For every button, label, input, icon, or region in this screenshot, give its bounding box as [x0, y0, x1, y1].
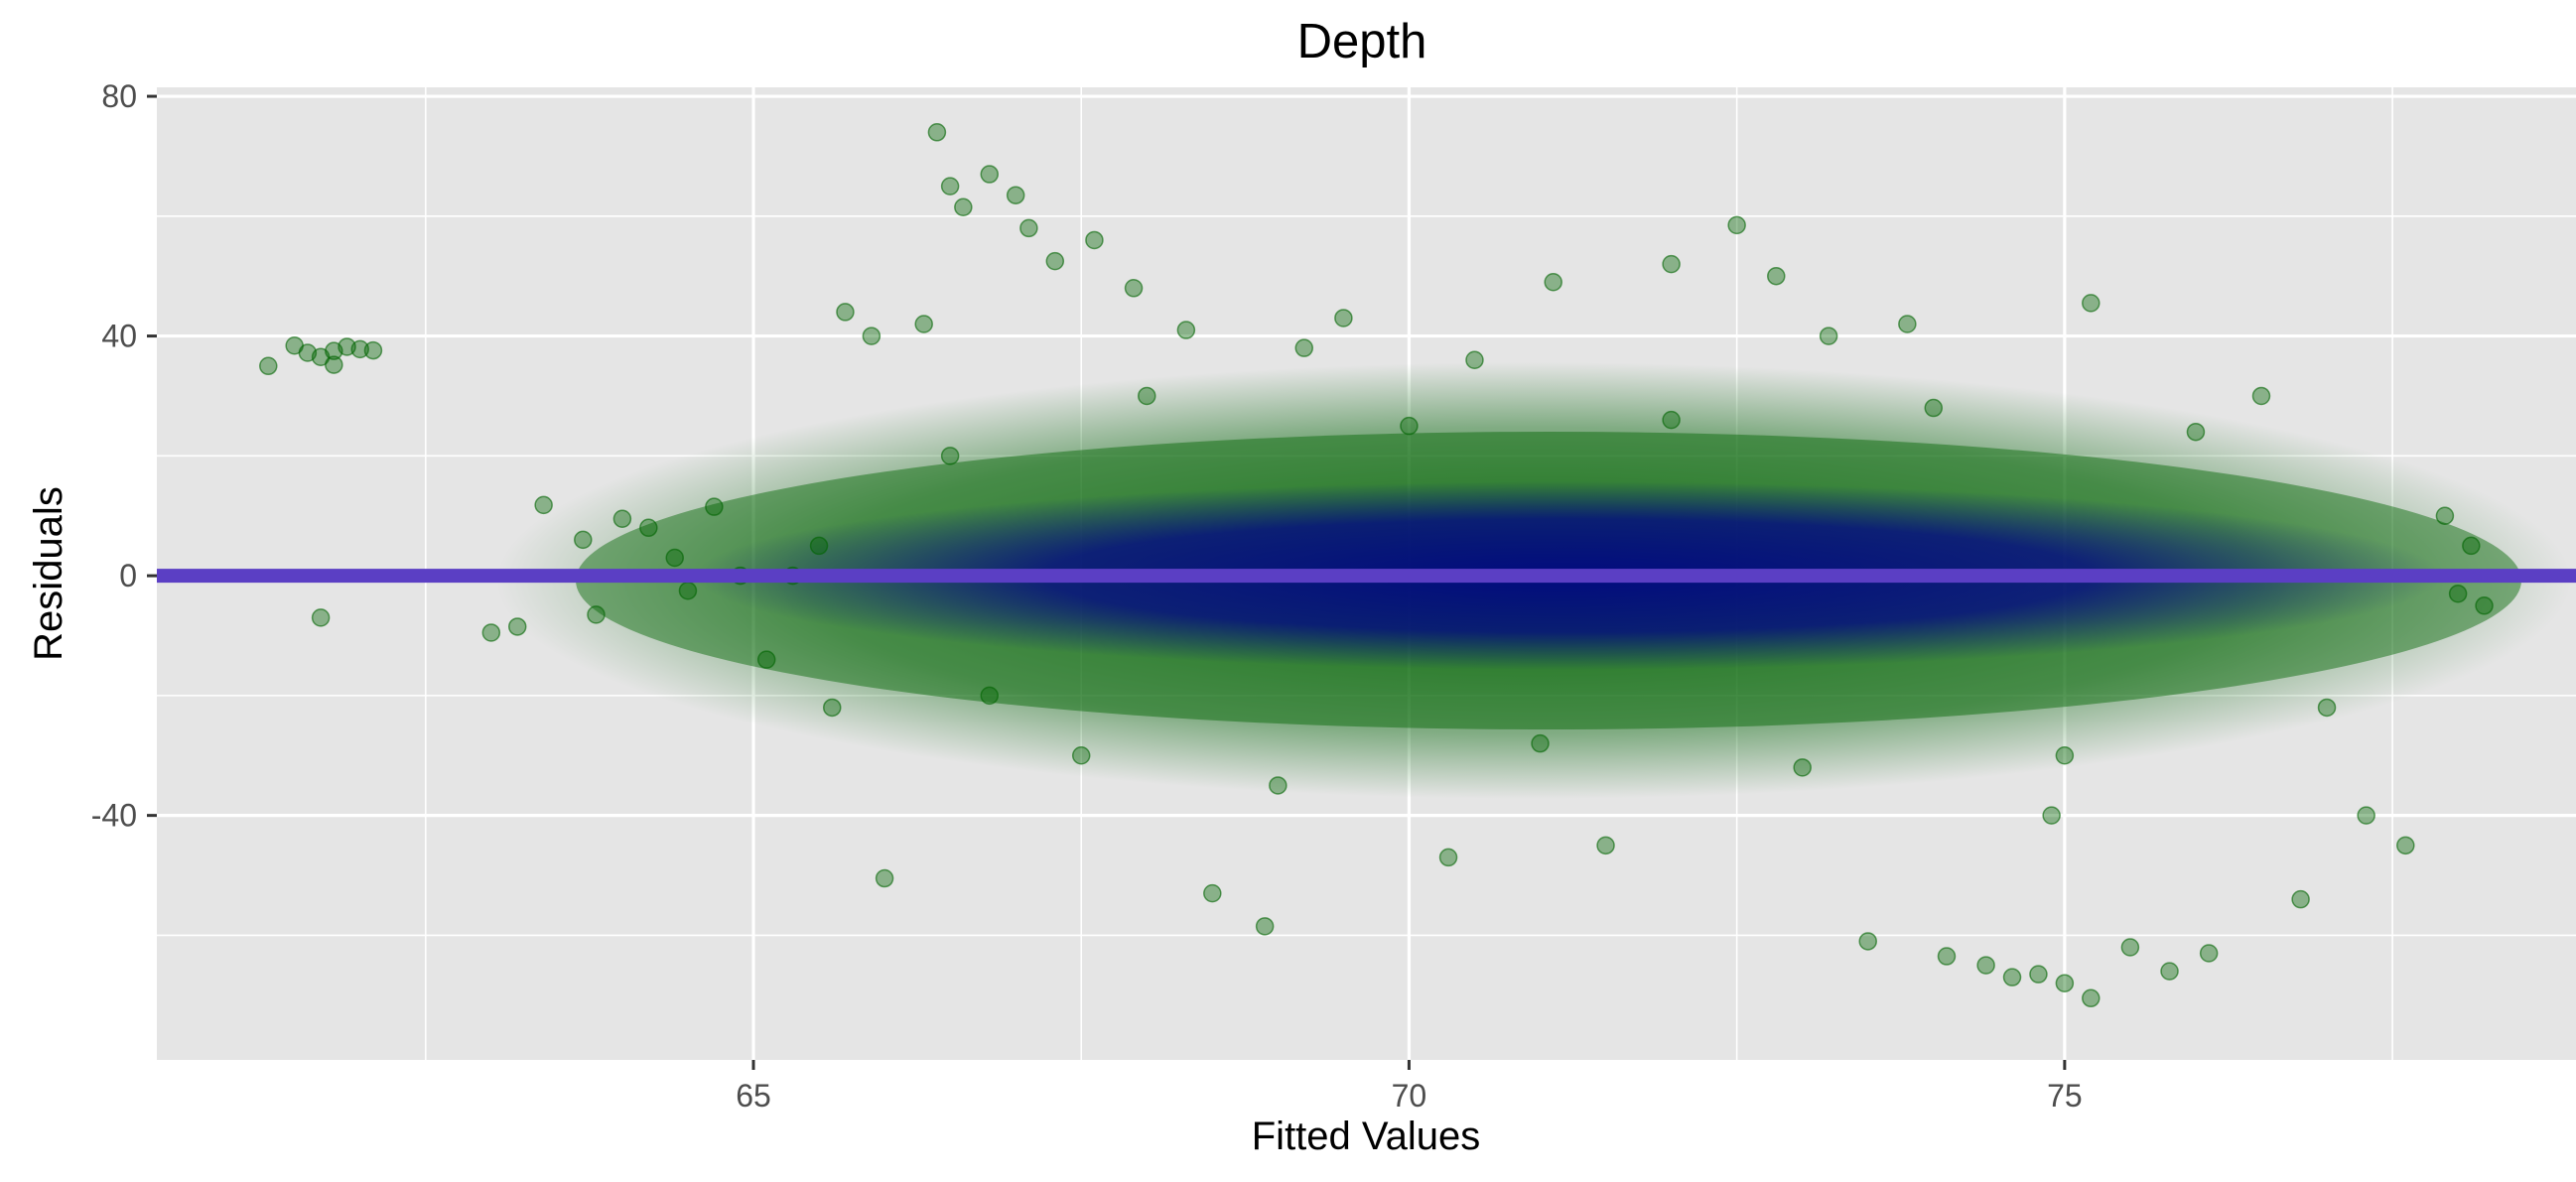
- data-point: [756, 650, 776, 669]
- data-point: [1294, 338, 1314, 357]
- data-point: [2396, 836, 2415, 855]
- data-point: [1124, 279, 1144, 298]
- data-point: [875, 868, 894, 888]
- data-point: [2448, 584, 2468, 603]
- scatter-points: [259, 123, 2494, 1008]
- data-point: [940, 177, 960, 196]
- data-point: [809, 536, 829, 556]
- data-point: [534, 495, 553, 515]
- data-point: [2042, 806, 2061, 825]
- data-point: [1006, 186, 1025, 204]
- x-axis: 65 70 75: [736, 1060, 2083, 1114]
- data-point: [2435, 506, 2455, 525]
- data-point: [1793, 758, 1812, 777]
- data-point: [2055, 746, 2075, 765]
- data-point: [980, 165, 1000, 184]
- data-point: [1662, 254, 1681, 274]
- zero-reference-line: [157, 569, 2576, 584]
- x-axis-title: Fitted Values: [1252, 1115, 1481, 1158]
- data-point: [612, 509, 632, 529]
- data-point: [927, 123, 947, 142]
- data-point: [1465, 350, 1484, 369]
- data-point: [350, 339, 369, 359]
- data-point: [1544, 272, 1562, 292]
- data-point: [259, 356, 278, 376]
- data-point: [2186, 422, 2206, 442]
- data-point: [2462, 536, 2481, 556]
- data-point: [1662, 410, 1681, 430]
- data-point: [587, 605, 606, 624]
- data-point: [574, 530, 593, 550]
- data-point: [980, 686, 1000, 706]
- data-point: [2251, 386, 2271, 406]
- data-point: [836, 303, 855, 322]
- data-point: [1334, 309, 1353, 328]
- data-point: [311, 608, 331, 627]
- data-point: [1438, 848, 1458, 867]
- y-tick-label: 0: [119, 558, 137, 593]
- data-point: [940, 447, 960, 465]
- data-point: [1045, 251, 1065, 271]
- data-point: [1937, 947, 1957, 966]
- y-tick-label: 40: [101, 319, 137, 354]
- data-point: [954, 197, 973, 217]
- data-point: [1858, 932, 1877, 951]
- data-point: [914, 315, 933, 333]
- data-point: [2082, 988, 2101, 1008]
- data-point: [507, 617, 527, 636]
- data-point: [363, 340, 383, 360]
- y-axis-title: Residuals: [27, 486, 70, 661]
- data-point: [862, 327, 881, 345]
- data-point: [639, 518, 658, 538]
- data-point: [2055, 974, 2075, 992]
- data-point: [1924, 398, 1944, 418]
- data-point: [2120, 938, 2140, 957]
- data-point: [2002, 968, 2022, 986]
- y-tick-label: -40: [91, 798, 137, 834]
- data-point: [1019, 218, 1038, 238]
- y-axis: 80 40 0 -40: [91, 78, 157, 834]
- data-point: [2199, 944, 2219, 963]
- x-tick-label: 65: [736, 1078, 771, 1114]
- data-point: [2357, 806, 2375, 825]
- data-point: [2029, 965, 2048, 984]
- data-point: [2475, 596, 2494, 615]
- data-point: [2160, 962, 2179, 981]
- data-point: [481, 623, 501, 642]
- x-tick-label: 75: [2047, 1078, 2083, 1114]
- data-point: [1269, 776, 1288, 795]
- data-point: [1176, 321, 1196, 339]
- data-point: [2082, 294, 2101, 313]
- x-tick-label: 70: [1392, 1078, 1427, 1114]
- data-point: [1085, 230, 1104, 250]
- data-point: [2291, 889, 2310, 909]
- data-point: [1138, 386, 1156, 406]
- data-point: [1400, 416, 1419, 436]
- data-point: [1203, 883, 1222, 903]
- data-point: [1596, 836, 1615, 855]
- data-point: [1767, 266, 1786, 286]
- data-point: [1727, 215, 1746, 235]
- chart-title: Depth: [1297, 15, 1427, 68]
- data-point: [1071, 746, 1091, 765]
- data-point: [325, 355, 343, 374]
- data-point: [1255, 917, 1275, 936]
- data-point: [1531, 733, 1550, 753]
- data-point: [1976, 956, 1995, 975]
- data-point: [678, 581, 698, 600]
- data-point: [1819, 327, 1838, 345]
- data-point: [1898, 315, 1917, 333]
- data-point: [285, 335, 304, 355]
- data-point: [2317, 698, 2337, 718]
- data-point: [665, 548, 684, 568]
- data-point: [705, 497, 724, 516]
- data-point: [822, 698, 842, 718]
- y-tick-label: 80: [101, 78, 137, 114]
